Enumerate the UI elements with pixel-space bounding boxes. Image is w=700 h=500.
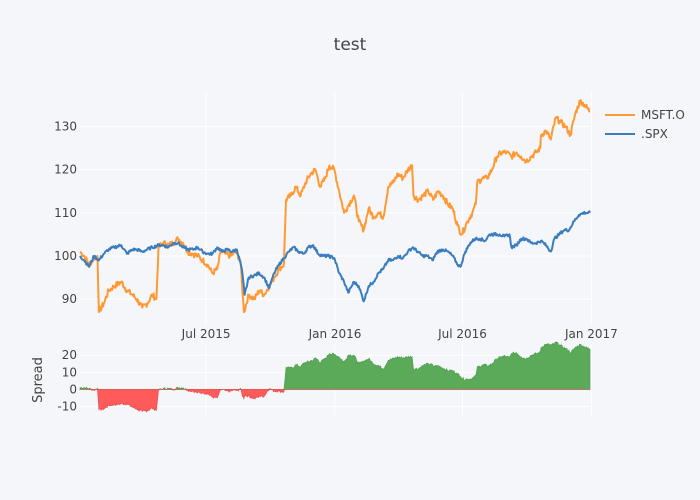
spread-y-tick-label: -10 [57, 399, 77, 413]
x-tick-label: Jan 2017 [564, 327, 618, 341]
x-tick-label: Jul 2016 [437, 327, 487, 341]
chart-title: test [334, 35, 367, 55]
main-gridlines [80, 92, 592, 325]
x-ticks: Jul 2015 Jan 2016 Jul 2016 Jan 2017 [181, 327, 618, 341]
series-line-msft [79, 99, 591, 314]
main-y-tick-label: 90 [62, 292, 77, 306]
spread-y-tick-label: 0 [69, 382, 77, 396]
main-y-tick-label: 130 [54, 120, 77, 134]
spread-positive-area [79, 341, 591, 390]
spread-area [79, 341, 591, 413]
legend-item-msft[interactable]: MSFT.O [605, 108, 685, 122]
x-tick-label: Jul 2015 [181, 327, 231, 341]
main-y-tick-label: 100 [54, 249, 77, 263]
main-y-tick-label: 110 [54, 206, 77, 220]
spread-y-tick-label: 20 [62, 348, 77, 362]
legend-label-spx: .SPX [641, 127, 668, 141]
main-lines [79, 99, 591, 314]
legend-label-msft: MSFT.O [641, 108, 685, 122]
legend[interactable]: MSFT.O .SPX [605, 108, 685, 141]
main-y-tick-label: 120 [54, 163, 77, 177]
x-tick-label: Jan 2016 [308, 327, 362, 341]
spread-y-ticks: -10 0 10 20 [57, 348, 77, 413]
spread-y-tick-label: 10 [62, 365, 77, 379]
legend-item-spx[interactable]: .SPX [605, 127, 668, 141]
spread-negative-area [79, 388, 591, 413]
main-y-ticks: 90 100 110 120 130 [54, 120, 77, 307]
spread-y-axis-label: Spread [31, 357, 46, 403]
series-line-spx [79, 210, 591, 303]
